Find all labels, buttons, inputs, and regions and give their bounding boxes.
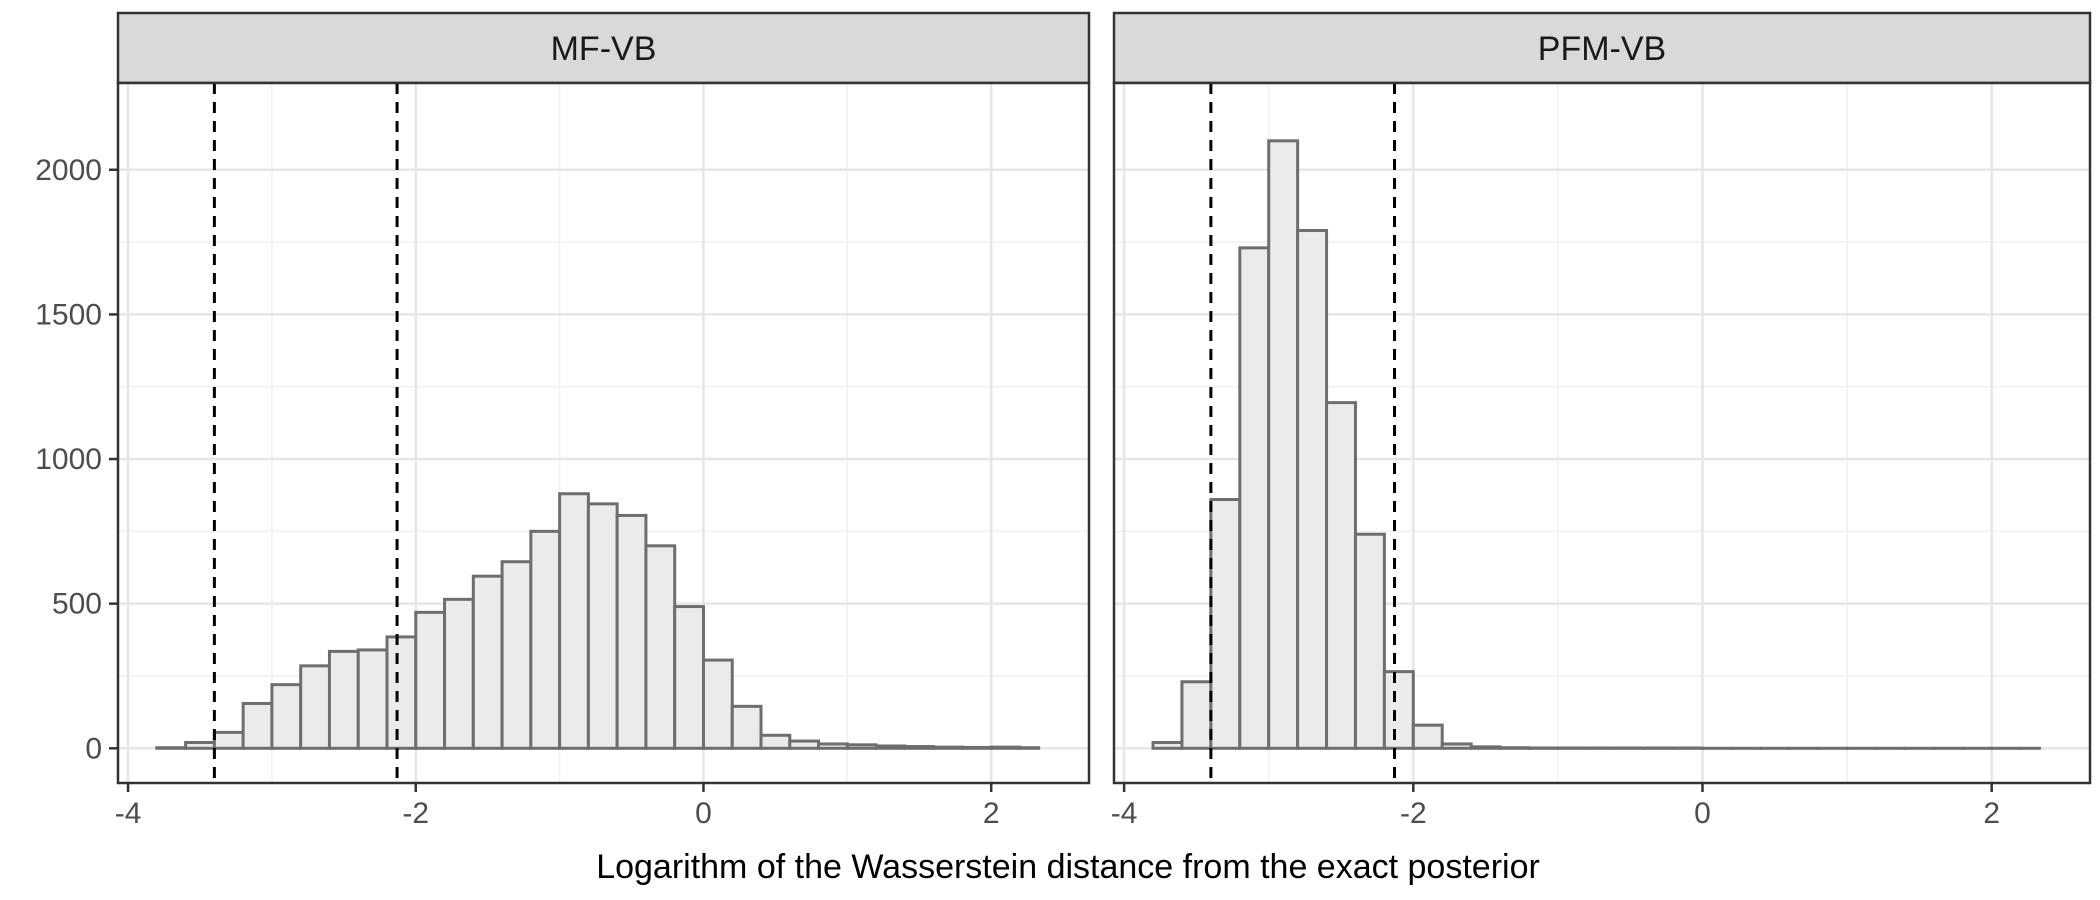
y-axis: 0 500 1000 1500 2000	[35, 154, 118, 765]
panel-border	[1112, 81, 2092, 785]
histogram-bar	[817, 742, 849, 750]
histogram-bar	[903, 745, 936, 750]
panel-mf-vb: MF-VB -4 -2 0 2	[115, 11, 1091, 830]
y-tick-label: 0	[85, 732, 102, 765]
histogram-bar	[212, 730, 245, 750]
histogram-bar	[673, 605, 705, 750]
histogram-bar	[1209, 498, 1242, 750]
histogram-bar	[1018, 746, 1041, 750]
histogram-bar	[327, 649, 360, 750]
histogram-bar	[1238, 246, 1271, 750]
histogram-bar	[1180, 680, 1213, 750]
panel-border	[116, 81, 1091, 785]
histogram-bar	[701, 658, 734, 750]
histogram-bar	[529, 529, 562, 750]
histogram-bar	[414, 610, 447, 750]
facet-strip-label: PFM-VB	[1538, 30, 1666, 68]
histogram-bar	[500, 560, 533, 750]
x-tick-label: -4	[1111, 797, 1138, 830]
histogram-bar	[270, 683, 303, 750]
histogram-bar	[989, 745, 1022, 750]
histogram-bar	[155, 746, 188, 750]
histogram-bar	[1267, 139, 1300, 750]
histogram-bar	[1151, 741, 1184, 750]
x-tick-label: -2	[1400, 797, 1427, 830]
facet-strip-label: MF-VB	[551, 30, 657, 68]
histogram-bar	[1498, 746, 1531, 750]
x-tick-label: 2	[983, 797, 1000, 830]
histogram-bar	[1440, 742, 1473, 750]
histogram-bar	[1353, 532, 1386, 750]
x-tick-label: 2	[1983, 797, 2000, 830]
histogram-bar	[385, 635, 418, 750]
y-tick-label: 2000	[35, 154, 102, 187]
facet-strip	[1112, 11, 2092, 85]
histogram-bar	[1382, 670, 1415, 750]
histogram-bar	[1296, 229, 1329, 750]
histogram-bar	[1469, 745, 1502, 750]
histogram-bar	[471, 574, 504, 750]
x-tick-label: 0	[1694, 797, 1711, 830]
panel-pfm-vb: PFM-VB -4 -2 0 2	[1111, 11, 2092, 830]
histogram-bar	[644, 544, 677, 750]
histogram-bar	[874, 744, 907, 750]
histogram-bar	[241, 701, 274, 750]
y-tick-label: 1500	[35, 298, 102, 331]
histogram-bar	[960, 745, 993, 750]
histogram-bar	[184, 741, 216, 750]
histogram-bar	[615, 513, 648, 750]
x-axis-title: Logarithm of the Wasserstein distance fr…	[596, 848, 1540, 886]
x-tick-label: -2	[402, 797, 429, 830]
histogram-bar	[932, 745, 964, 750]
histogram-bar	[788, 739, 821, 750]
histogram-bar	[845, 743, 878, 750]
histogram-bar	[759, 733, 792, 750]
histogram-bar	[443, 597, 475, 750]
histogram-bar	[299, 664, 331, 750]
histogram-bar	[356, 648, 389, 750]
histogram-bar	[1411, 723, 1444, 750]
histogram-bar	[558, 492, 590, 750]
y-tick-label: 1000	[35, 443, 102, 476]
facet-strip	[116, 11, 1091, 85]
histogram-bar	[1325, 401, 1357, 750]
x-tick-label: 0	[695, 797, 712, 830]
y-tick-label: 500	[52, 588, 102, 621]
x-tick-label: -4	[115, 797, 142, 830]
histogram-bar	[586, 502, 619, 750]
histogram-bar	[730, 704, 763, 750]
